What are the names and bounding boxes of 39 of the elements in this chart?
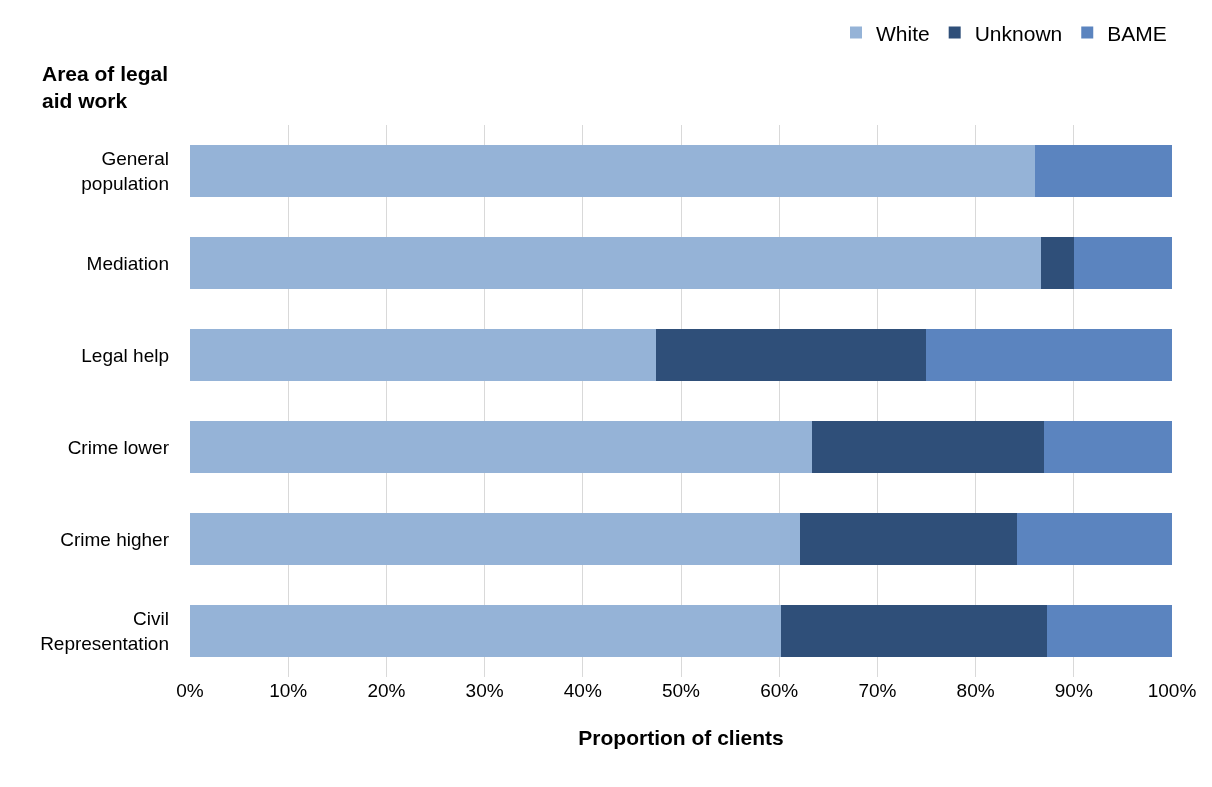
y-tick-label: Crime higher [60, 528, 170, 550]
x-tick-label: 90% [1054, 680, 1093, 701]
bar [656, 328, 926, 382]
bar [925, 328, 1172, 382]
y-tick-label: Civil Representation [40, 608, 169, 654]
bar [1047, 604, 1172, 658]
bar [1016, 512, 1172, 566]
legend-label: Unknown [974, 21, 1063, 45]
bar [190, 236, 1042, 290]
bar [190, 604, 782, 658]
y-tick-label: Crime lower [67, 436, 170, 458]
x-axis-title: Proportion of clients [578, 726, 784, 750]
x-tick-label: 20% [367, 680, 406, 701]
y-axis-title: Area of legal aid work [42, 62, 169, 113]
y-tick-label: Mediation [86, 252, 169, 274]
x-tick-label: 70% [858, 680, 897, 701]
bar [1073, 236, 1172, 290]
bar [190, 512, 800, 566]
x-tick-label: 50% [661, 680, 701, 701]
bar [190, 144, 1035, 198]
y-tick-label: General population [81, 148, 169, 194]
bar [1044, 420, 1172, 474]
bar [1041, 236, 1074, 290]
legend-label: White [876, 21, 930, 45]
x-tick-label: 60% [760, 680, 799, 701]
y-tick-label: Legal help [81, 344, 169, 366]
legend-label: BAME [1107, 21, 1167, 45]
bar [190, 420, 812, 474]
x-tick-label: 40% [563, 680, 602, 701]
x-tick-label: 0% [176, 680, 204, 701]
bar [1034, 144, 1172, 198]
bar [190, 328, 657, 382]
x-tick-label: 80% [956, 680, 995, 701]
bar [781, 604, 1048, 658]
bar [811, 420, 1045, 474]
x-tick-label: 100% [1147, 680, 1197, 701]
x-tick-label: 30% [465, 680, 504, 701]
bar [799, 512, 1017, 566]
x-tick-label: 10% [269, 680, 308, 701]
